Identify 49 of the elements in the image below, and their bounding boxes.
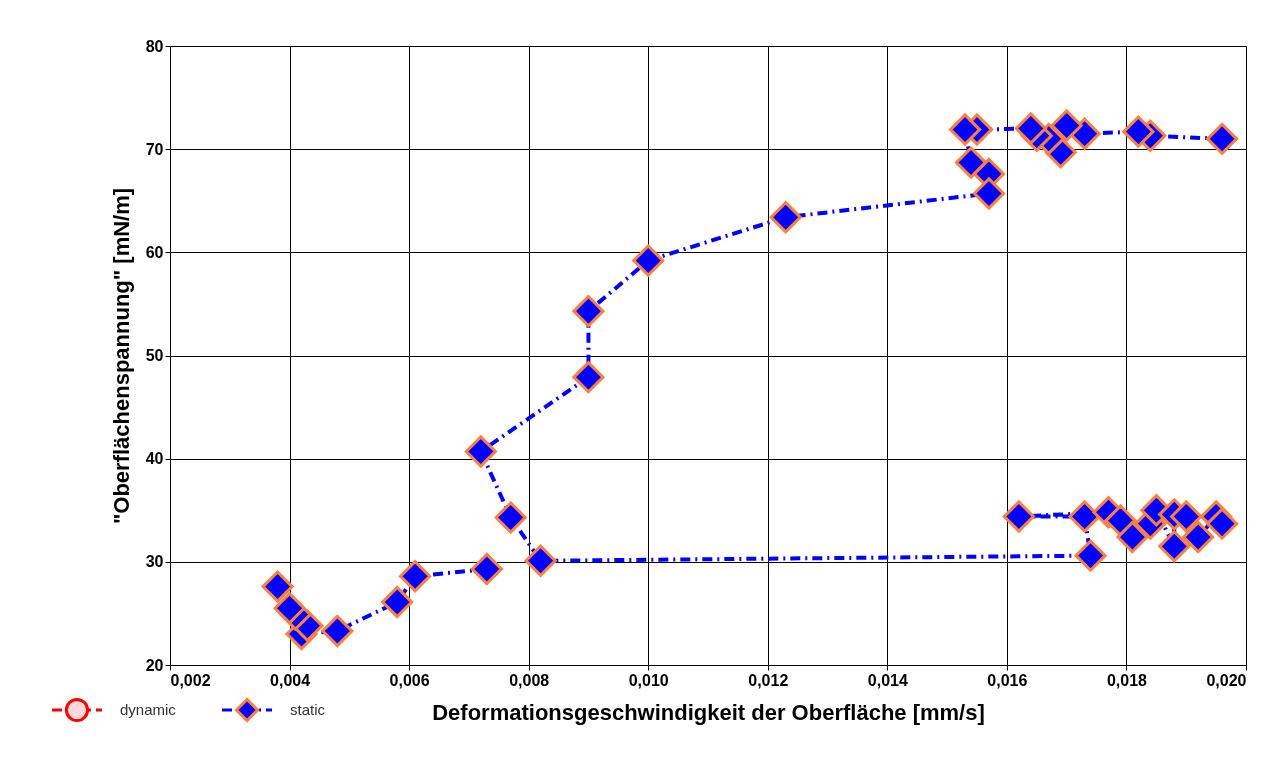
point bbox=[572, 295, 605, 328]
y-tick-label: 30 bbox=[145, 553, 164, 571]
x-tick-label: 0,016 bbox=[987, 671, 1028, 689]
point bbox=[399, 560, 432, 593]
y-tick-label: 80 bbox=[145, 37, 164, 55]
point bbox=[1002, 500, 1035, 533]
x-tick-label: 0,002 bbox=[170, 671, 211, 689]
point bbox=[1206, 122, 1239, 155]
point bbox=[464, 435, 497, 468]
x-axis-title: Deformationsgeschwindigkeit der Oberfläche [mm/s] bbox=[432, 699, 985, 725]
point bbox=[1158, 530, 1191, 563]
point bbox=[1206, 507, 1239, 540]
point bbox=[1074, 539, 1107, 572]
point bbox=[1122, 115, 1155, 148]
point bbox=[1014, 112, 1047, 145]
point bbox=[632, 244, 665, 277]
x-tick-label: 0,008 bbox=[509, 671, 550, 689]
x-tick-label: 0,006 bbox=[389, 671, 430, 689]
y-tick-label: 40 bbox=[145, 450, 164, 468]
point bbox=[948, 113, 982, 146]
x-tick-label: 0,010 bbox=[628, 671, 669, 689]
point bbox=[470, 552, 503, 586]
y-tick-label: 70 bbox=[145, 140, 164, 158]
legend-label: dynamic bbox=[120, 701, 177, 718]
point bbox=[1116, 521, 1149, 554]
x-tick-label: 0,020 bbox=[1206, 671, 1247, 689]
x-tick-label: 0,018 bbox=[1106, 671, 1148, 689]
point bbox=[524, 544, 557, 577]
x-tick-label: 0,014 bbox=[867, 671, 908, 689]
y-tick-label: 20 bbox=[145, 656, 164, 674]
point bbox=[321, 614, 354, 648]
point bbox=[261, 570, 294, 603]
point bbox=[381, 585, 414, 619]
y-tick-label: 60 bbox=[145, 243, 164, 261]
point bbox=[572, 361, 605, 394]
x-tick-label: 0,012 bbox=[748, 671, 789, 689]
point bbox=[494, 501, 527, 534]
x-tick-label: 0,004 bbox=[270, 671, 311, 689]
point bbox=[1050, 109, 1083, 142]
point bbox=[1182, 521, 1215, 554]
point bbox=[1068, 500, 1101, 533]
point bbox=[769, 201, 802, 234]
y-axis-title: "Oberflächenspannung" [mN/m] bbox=[108, 187, 134, 525]
point bbox=[972, 177, 1006, 210]
y-tick-label: 50 bbox=[145, 347, 164, 364]
legend-label: static bbox=[290, 701, 326, 718]
point bbox=[954, 146, 988, 179]
point bbox=[273, 592, 306, 625]
point bbox=[1170, 500, 1203, 533]
